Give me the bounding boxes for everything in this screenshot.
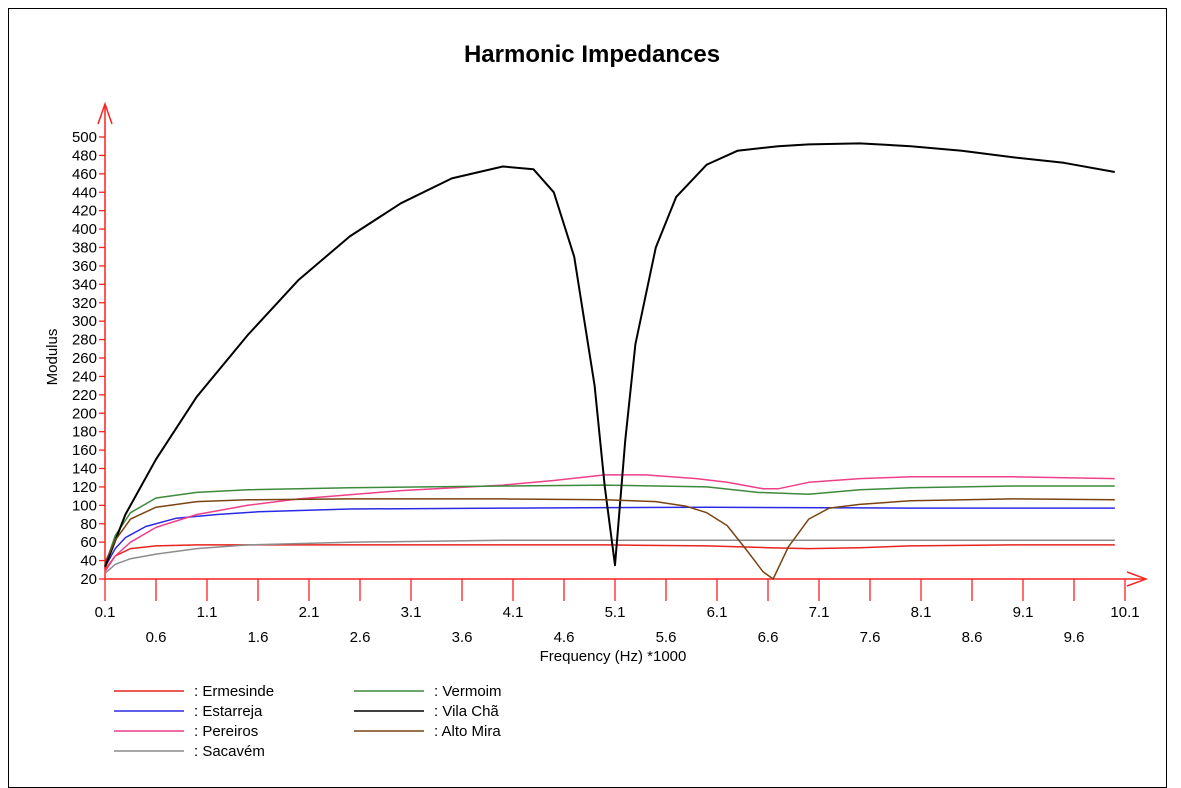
series-line-3 — [104, 474, 1115, 573]
y-tick-label: 360 — [72, 258, 97, 275]
x-tick-label: 4.6 — [554, 629, 575, 646]
y-tick-label: 480 — [72, 147, 97, 164]
y-tick-label: 320 — [72, 295, 97, 312]
x-tick-label: 10.1 — [1110, 604, 1139, 621]
series-line-4 — [104, 539, 1115, 575]
y-tick-label: 140 — [72, 461, 97, 478]
y-tick-label: 100 — [72, 497, 97, 514]
y-tick-label: 260 — [72, 350, 97, 367]
legend-label: : Pereiros — [194, 723, 258, 740]
y-tick-label: 20 — [80, 571, 97, 588]
x-tick-label: 5.6 — [656, 629, 677, 646]
series-line-5 — [104, 484, 1115, 566]
x-tick-label: 8.6 — [962, 629, 983, 646]
x-tick-label: 9.6 — [1064, 629, 1085, 646]
y-tick-label: 500 — [72, 129, 97, 146]
series-line-1 — [104, 544, 1115, 571]
x-tick-label: 7.6 — [860, 629, 881, 646]
y-tick-label: 280 — [72, 332, 97, 349]
x-tick-label: 1.6 — [248, 629, 269, 646]
x-tick-label: 4.1 — [503, 604, 524, 621]
y-tick-label: 400 — [72, 221, 97, 238]
axes — [97, 101, 1149, 587]
series-line-6 — [104, 142, 1115, 568]
chart-title: Harmonic Impedances — [464, 41, 720, 68]
chart-canvas: Harmonic Impedances 0.1 1.1 2.1 3.1 4.1 5.1 6.… — [44, 41, 1149, 760]
x-ticks: 0.1 1.1 2.1 3.1 4.1 5.1 6.1 7.1 8.1 9.1 10.1 0.6 1.6… — [95, 579, 1140, 646]
x-tick-label: 2.1 — [299, 604, 320, 621]
x-tick-label: 7.1 — [809, 604, 830, 621]
y-tick-label: 440 — [72, 184, 97, 201]
series-line-2 — [104, 506, 1115, 568]
x-tick-label: 3.1 — [401, 604, 422, 621]
y-tick-label: 160 — [72, 442, 97, 459]
x-tick-label: 3.6 — [452, 629, 473, 646]
legend-label: : Ermesinde — [194, 683, 274, 700]
x-tick-label: 0.6 — [146, 629, 167, 646]
x-tick-label: 2.6 — [350, 629, 371, 646]
x-tick-label: 6.6 — [758, 629, 779, 646]
y-tick-label: 420 — [72, 203, 97, 220]
y-tick-label: 40 — [80, 553, 97, 570]
y-tick-label: 80 — [80, 516, 97, 533]
y-tick-label: 380 — [72, 240, 97, 257]
y-tick-label: 60 — [80, 534, 97, 551]
x-tick-label: 5.1 — [605, 604, 626, 621]
x-tick-label: 6.1 — [707, 604, 728, 621]
x-tick-label: 9.1 — [1013, 604, 1034, 621]
y-tick-label: 220 — [72, 387, 97, 404]
y-tick-label: 180 — [72, 424, 97, 441]
chart-frame: Harmonic Impedances 0.1 1.1 2.1 3.1 4.1 5.1 6.… — [8, 8, 1167, 788]
y-tick-label: 200 — [72, 405, 97, 422]
y-axis-arrow — [97, 101, 113, 125]
y-tick-label: 240 — [72, 368, 97, 385]
legend-label: : Alto Mira — [434, 723, 501, 740]
x-axis-arrow — [1126, 571, 1149, 587]
x-tick-label: 8.1 — [911, 604, 932, 621]
legend-label: : Vermoim — [434, 683, 502, 700]
legend-label: : Vila Chã — [434, 703, 499, 720]
y-tick-label: 460 — [72, 166, 97, 183]
y-axis-label: Modulus — [44, 329, 61, 386]
series-lines — [104, 142, 1115, 580]
legend: : Ermesinde : Estarreja : Pereiros : Sacavé… — [114, 683, 502, 760]
x-axis-label: Frequency (Hz) *1000 — [540, 648, 687, 665]
y-tick-label: 300 — [72, 313, 97, 330]
y-tick-label: 120 — [72, 479, 97, 496]
legend-label: : Sacavém — [194, 743, 265, 760]
y-tick-label: 340 — [72, 276, 97, 293]
x-tick-label: 0.1 — [95, 604, 116, 621]
legend-label: : Estarreja — [194, 703, 263, 720]
series-line-7 — [104, 498, 1115, 580]
x-tick-label: 1.1 — [197, 604, 218, 621]
